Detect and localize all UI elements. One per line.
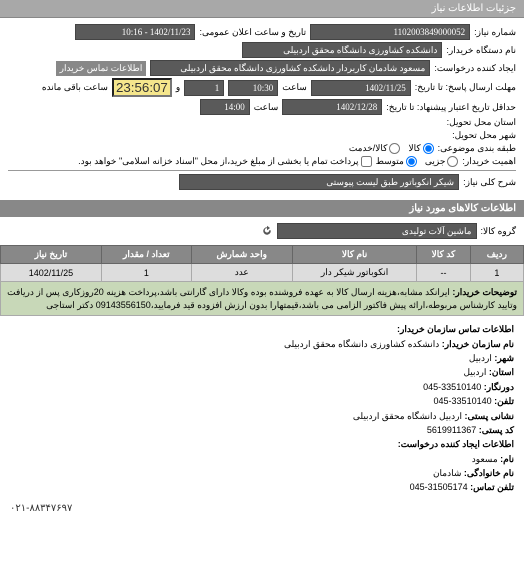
general-desc-input[interactable] <box>179 174 459 190</box>
radio-kala-input[interactable] <box>423 143 434 154</box>
label-validity: حداقل تاریخ اعتبار پیشنهاد: تا تاریخ: <box>386 102 516 113</box>
label-contact-city: شهر: <box>494 353 514 363</box>
notes-row: توضیحات خریدار: ایرانکد مشابه،هزینه ارسا… <box>1 282 524 316</box>
label-goods-group: گروه کالا: <box>481 226 516 237</box>
validity-time-input[interactable] <box>200 99 250 115</box>
label-phone: تلفن: <box>494 396 514 406</box>
radio-kala-khadamat[interactable]: کالا/خدمت <box>349 143 401 154</box>
label-city: شهر محل تحویل: <box>452 130 516 141</box>
buyer-contact-label: اطلاعات تماس خریدار <box>56 61 147 76</box>
label-remaining: ساعت باقی مانده <box>42 82 108 93</box>
label-desc: شرح کلی نیاز: <box>463 177 516 188</box>
treasury-checkbox[interactable] <box>361 156 372 167</box>
td-name: انکوباتور شیکر دار <box>292 264 417 282</box>
radio-kala[interactable]: کالا <box>408 143 433 154</box>
th-unit: واحد شمارش <box>191 246 292 264</box>
refresh-icon[interactable] <box>261 225 273 237</box>
td-row: 1 <box>470 264 523 282</box>
td-unit: عدد <box>191 264 292 282</box>
contact-city-value: اردبیل <box>469 353 492 363</box>
th-row: ردیف <box>470 246 523 264</box>
radio-kala-label: کالا <box>408 143 420 154</box>
request-no-input[interactable] <box>310 24 470 40</box>
label-device: نام دستگاه خریدار: <box>446 45 516 56</box>
contact-header: اطلاعات تماس سازمان خریدار: <box>397 324 514 334</box>
radio-motavaset-input[interactable] <box>406 156 417 167</box>
td-code: -- <box>417 264 470 282</box>
label-saat1: ساعت <box>282 82 307 93</box>
label-importance: اهمیت خریدار: <box>462 156 516 167</box>
label-req-phone: تلفن تماس: <box>470 482 514 492</box>
section-title: جزئیات اطلاعات نیاز <box>0 0 524 18</box>
th-name: نام کالا <box>292 246 417 264</box>
footer-phone: ۰۲۱-۸۸۳۴۷۶۹۷ <box>0 501 524 516</box>
label-requester: ایجاد کننده درخواست: <box>434 63 516 74</box>
goods-table: ردیف کد کالا نام کالا واحد شمارش تعداد /… <box>0 245 524 316</box>
contact-province-value: اردبیل <box>463 367 486 377</box>
notes-text: ایرانکد مشابه،هزینه ارسال کالا به عهده ف… <box>7 287 517 310</box>
label-announce: تاریخ و ساعت اعلان عمومی: <box>199 27 306 38</box>
announce-datetime-input[interactable] <box>75 24 195 40</box>
label-req-name: نام: <box>500 454 514 464</box>
label-province: استان محل تحویل: <box>447 117 516 128</box>
response-time-input[interactable] <box>228 80 278 96</box>
label-fax: دورنگار: <box>484 382 514 392</box>
fax-value: 33510140-045 <box>423 382 481 392</box>
device-name-input[interactable] <box>242 42 442 58</box>
label-postal-address: نشانی پستی: <box>464 411 514 421</box>
response-days-input[interactable] <box>184 80 224 96</box>
td-qty: 1 <box>101 264 191 282</box>
label-req-family: نام خانوادگی: <box>464 468 514 478</box>
importance-radios: جزیی متوسط <box>376 156 459 167</box>
radio-motavaset-label: متوسط <box>376 156 404 167</box>
th-code: کد کالا <box>417 246 470 264</box>
table-row[interactable]: 1 -- انکوباتور شیکر دار عدد 1 1402/11/25 <box>1 264 524 282</box>
radio-jozei[interactable]: جزیی <box>425 156 459 167</box>
treasury-note: پرداخت تمام یا بخشی از مبلغ خرید،از محل … <box>78 156 358 167</box>
notes-label: توضیحات خریدار: <box>452 287 517 297</box>
label-deadline: مهلت ارسال پاسخ: تا تاریخ: <box>415 82 516 93</box>
label-grouping: طبقه بندی موضوعی: <box>438 143 516 154</box>
response-date-input[interactable] <box>311 80 411 96</box>
requester-info-header: اطلاعات ایجاد کننده درخواست: <box>398 439 514 449</box>
label-request-no: شماره نیاز: <box>474 27 516 38</box>
separator <box>8 170 516 171</box>
radio-jozei-label: جزیی <box>425 156 446 167</box>
req-name-value: مسعود <box>472 454 498 464</box>
org-name-value: دانشکده کشاورزی دانشگاه محقق اردبیلی <box>284 339 439 349</box>
label-postal-code: کد پستی: <box>479 425 514 435</box>
radio-kala-khadamat-input[interactable] <box>389 143 400 154</box>
postal-code-value: 5619911367 <box>427 425 476 435</box>
phone-value: 33510140-045 <box>434 396 492 406</box>
label-va: و <box>176 82 180 93</box>
remaining-time <box>112 78 172 97</box>
validity-date-input[interactable] <box>282 99 382 115</box>
postal-address-value: اردبیل دانشگاه محقق اردبیلی <box>353 411 462 421</box>
label-org-name: نام سازمان خریدار: <box>442 339 514 349</box>
td-date: 1402/11/25 <box>1 264 102 282</box>
label-contact-province: استان: <box>489 367 514 377</box>
grouping-radios: کالا کالا/خدمت <box>349 143 434 154</box>
req-phone-value: 31505174-045 <box>410 482 468 492</box>
label-saat2: ساعت <box>254 102 279 113</box>
radio-jozei-input[interactable] <box>447 156 458 167</box>
goods-info-header: اطلاعات کالاهای مورد نیاز <box>0 200 524 217</box>
treasury-checkbox-item[interactable]: پرداخت تمام یا بخشی از مبلغ خرید،از محل … <box>78 156 371 167</box>
goods-group-input[interactable] <box>277 223 477 239</box>
contact-section: اطلاعات تماس سازمان خریدار: نام سازمان خ… <box>0 316 524 501</box>
requester-input[interactable] <box>150 60 430 76</box>
radio-kala-khadamat-label: کالا/خدمت <box>349 143 388 154</box>
th-date: تاریخ نیاز <box>1 246 102 264</box>
table-header-row: ردیف کد کالا نام کالا واحد شمارش تعداد /… <box>1 246 524 264</box>
req-family-value: شادمان <box>433 468 461 478</box>
th-qty: تعداد / مقدار <box>101 246 191 264</box>
radio-motavaset[interactable]: متوسط <box>376 156 417 167</box>
